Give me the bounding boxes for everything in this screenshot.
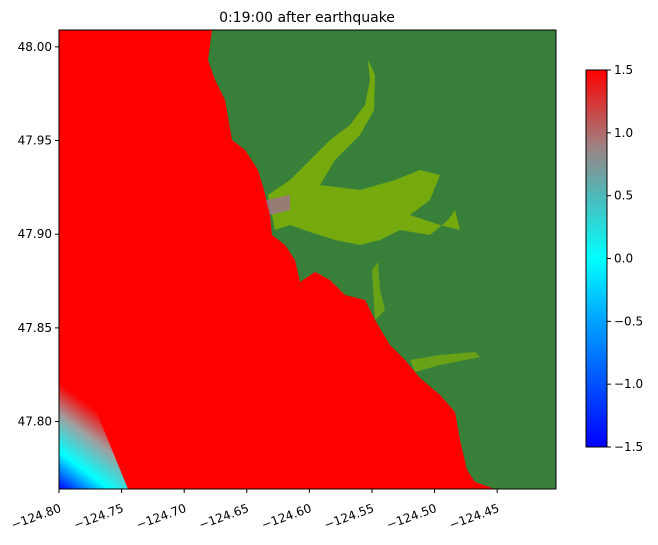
x-tick-label: −124.50 xyxy=(385,501,439,532)
colorbar-tick-label: −0.5 xyxy=(614,314,643,328)
x-tick-label: −124.65 xyxy=(197,501,251,532)
x-tick-label: −124.75 xyxy=(72,501,126,532)
colorbar-tick-label: 0.0 xyxy=(614,252,633,266)
y-tick-label: 47.95 xyxy=(18,134,52,148)
ocean-negative-wave xyxy=(59,320,128,489)
colorbar-tick-label: 1.5 xyxy=(614,63,633,77)
harbor-mixed xyxy=(266,195,290,215)
y-tick-label: 47.85 xyxy=(18,321,52,335)
x-tick-label: −124.70 xyxy=(134,501,188,532)
x-tick-label: −124.55 xyxy=(322,501,376,532)
colorbar-tick-label: 1.0 xyxy=(614,126,633,140)
colorbar-tick-label: −1.5 xyxy=(614,440,643,454)
y-tick-label: 48.00 xyxy=(18,40,52,54)
ocean-positive-wave xyxy=(59,30,495,489)
colorbar-tick-label: −1.0 xyxy=(614,377,643,391)
colorbar xyxy=(585,69,608,448)
y-tick-label: 47.80 xyxy=(18,415,52,429)
y-tick-label: 47.90 xyxy=(18,227,52,241)
x-tick-label: −124.45 xyxy=(447,501,501,532)
plot-frame xyxy=(58,29,557,490)
chart-title: 0:19:00 after earthquake xyxy=(219,10,395,26)
x-tick-label: −124.80 xyxy=(9,501,63,532)
x-tick-label: −124.60 xyxy=(260,501,314,532)
colorbar-tick-label: 0.5 xyxy=(614,189,633,203)
inundation-area xyxy=(268,60,460,245)
